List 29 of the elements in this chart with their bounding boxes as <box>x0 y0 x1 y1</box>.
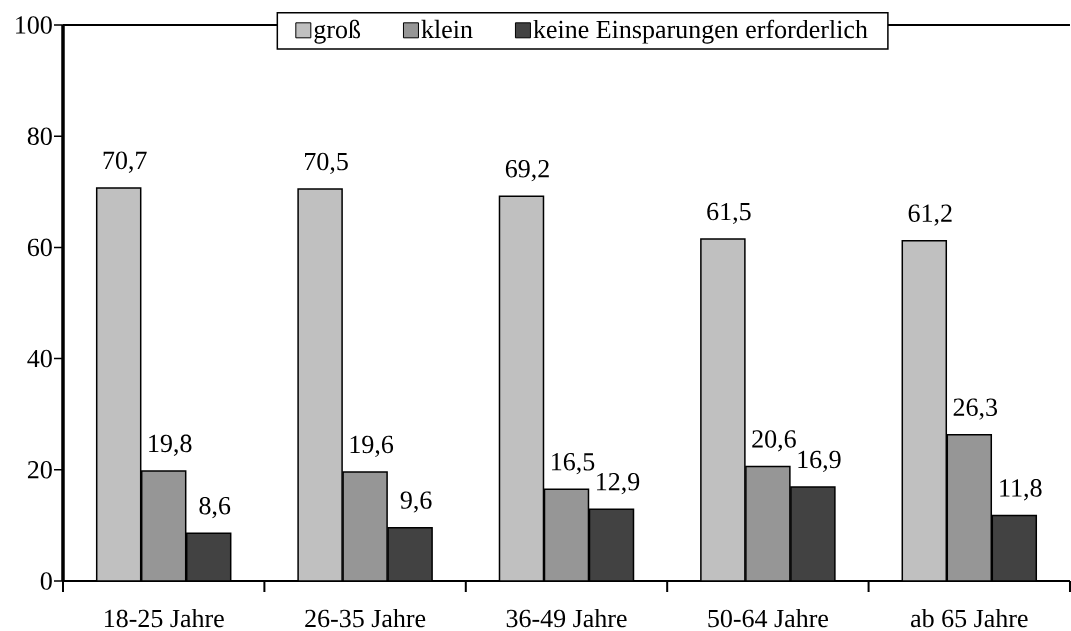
data-label: 69,2 <box>505 160 549 182</box>
legend-label: groß <box>314 19 361 44</box>
data-label: 16,5 <box>552 453 595 475</box>
legend-label: keine Einsparungen erforderlich <box>533 19 868 44</box>
y-tick-label: 80 <box>27 127 52 145</box>
legend-label: klein <box>421 19 473 39</box>
data-label: 19,6 <box>350 435 394 458</box>
data-label: 70,7 <box>103 151 147 173</box>
x-tick-label: 36-49 Jahre <box>506 608 627 628</box>
y-tick-label: 60 <box>27 238 52 257</box>
data-label: 70,5 <box>305 152 348 175</box>
x-tick-label: ab 65 Jahre <box>911 608 1028 628</box>
x-tick-label: 50-64 Jahre <box>708 608 828 628</box>
y-tick-label: 100 <box>16 16 52 34</box>
y-tick-label: 0 <box>40 572 52 590</box>
data-label: 61,5 <box>707 202 751 225</box>
data-label: 61,2 <box>908 204 952 226</box>
y-tick-label: 20 <box>27 461 52 479</box>
data-label: 11,8 <box>1000 479 1042 501</box>
data-label: 19,8 <box>149 434 192 456</box>
data-label: 26,3 <box>953 398 998 420</box>
x-tick-label: 18-25 Jahre <box>104 608 224 628</box>
data-label: 8,6 <box>199 496 231 519</box>
data-label: 12,9 <box>597 473 640 495</box>
data-label: 16,9 <box>798 450 841 473</box>
data-label: 20,6 <box>752 430 796 452</box>
y-tick-label: 40 <box>27 349 52 368</box>
data-label: 9,6 <box>400 491 432 513</box>
x-tick-label: 26-35 Jahre <box>305 608 426 628</box>
